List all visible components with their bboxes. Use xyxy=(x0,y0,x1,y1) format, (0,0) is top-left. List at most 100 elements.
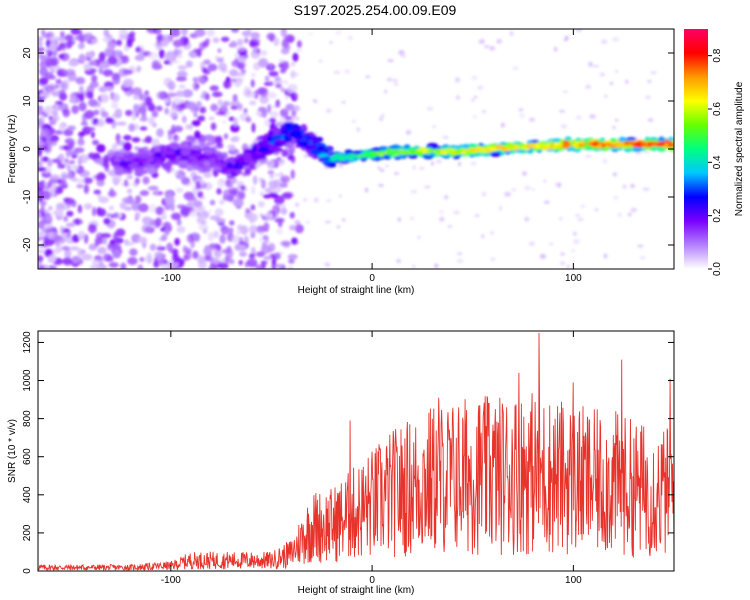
spectrogram-noise-blob xyxy=(162,211,167,216)
spectrogram-noise-blob xyxy=(45,90,51,96)
spectrogram-speckle xyxy=(278,86,283,89)
spectrogram-speckle xyxy=(434,264,438,269)
y-tick-label: 1000 xyxy=(22,369,33,392)
spectrogram-ridge-blob xyxy=(147,168,156,175)
spectrogram-noise-blob xyxy=(127,188,132,193)
spectrogram-noise-blob xyxy=(174,238,180,246)
spectrogram-ridge-blob xyxy=(285,116,292,120)
spectrogram-noise-blob xyxy=(103,155,109,163)
spectrogram-noise-blob xyxy=(87,127,96,131)
spectrogram-noise-blob xyxy=(205,38,210,44)
spectrogram-noise-blob xyxy=(112,175,122,183)
spectrogram-speckle xyxy=(512,66,519,70)
x-tick-label: 100 xyxy=(565,273,582,284)
spectrogram-ridge-blob xyxy=(117,153,124,157)
spectrogram-speckle xyxy=(618,213,622,217)
spectrogram-speckle xyxy=(540,254,546,259)
spectrogram-noise-blob xyxy=(221,37,230,42)
spectrogram-speckle xyxy=(267,166,274,170)
spectrogram-noise-blob xyxy=(204,135,214,141)
spectrogram-noise-blob xyxy=(164,222,171,228)
spectrogram-speckle xyxy=(170,259,173,264)
spectrogram-noise-blob xyxy=(101,111,109,117)
spectrogram-ridge-blob xyxy=(267,136,273,141)
spectrogram-noise-blob xyxy=(45,249,52,255)
spectrogram-noise-blob xyxy=(251,186,255,195)
spectrogram-ridge-blob xyxy=(138,148,146,154)
spectrogram-noise-blob xyxy=(173,40,184,48)
spectrogram-ridge-blob xyxy=(181,141,186,148)
spectrogram-ridge-blob xyxy=(209,162,215,167)
spectrogram-speckle xyxy=(648,118,654,122)
spectrogram-noise-blob xyxy=(214,243,220,249)
spectrogram-ridge-core xyxy=(464,149,469,153)
spectrogram-noise-blob xyxy=(281,48,290,55)
spectrogram-noise-blob xyxy=(239,252,247,257)
spectrogram-speckle xyxy=(529,117,535,122)
spectrogram-speckle xyxy=(303,198,308,202)
spectrogram-noise-blob xyxy=(177,127,182,132)
spectrogram-noise-blob xyxy=(78,154,89,163)
spectrogram-ylabel: Frequency (Hz) xyxy=(7,115,18,184)
spectrogram-noise-blob xyxy=(59,182,68,187)
spectrogram-speckle xyxy=(378,184,384,187)
spectrogram-noise-blob xyxy=(47,181,52,187)
spectrogram-speckle xyxy=(567,265,570,268)
spectrogram-noise-blob xyxy=(263,256,272,260)
spectrogram-noise-blob xyxy=(116,121,126,125)
spectrogram-speckle xyxy=(457,252,462,255)
spectrogram-speckle xyxy=(393,83,398,86)
spectrogram-speckle xyxy=(573,231,577,236)
spectrogram-noise-blob xyxy=(103,218,110,225)
spectrogram-speckle xyxy=(275,173,279,176)
spectrogram-noise-blob xyxy=(243,108,247,114)
spectrogram-noise-blob xyxy=(142,217,151,225)
spectrogram-noise-blob xyxy=(127,257,137,265)
spectrogram-noise-blob xyxy=(35,231,46,238)
spectrogram-noise-blob xyxy=(177,226,186,233)
spectrogram-noise-blob xyxy=(107,243,115,248)
spectrogram-speckle xyxy=(283,80,288,84)
spectrogram-speckle xyxy=(250,257,256,262)
spectrogram-xlabel: Height of straight line (km) xyxy=(298,285,415,296)
spectrogram-noise-blob xyxy=(62,79,70,84)
spectrogram-noise-blob xyxy=(244,236,249,245)
spectrogram-ridge-blob xyxy=(300,126,307,129)
spectrogram-noise-blob xyxy=(280,241,290,247)
spectrogram-noise-blob xyxy=(212,257,220,263)
spectrogram-ridge-blob xyxy=(162,163,172,169)
spectrogram-noise-blob xyxy=(174,262,179,266)
spectrogram-noise-blob xyxy=(140,126,148,130)
spectrogram-speckle xyxy=(484,45,490,48)
colorbar-tick-label: 0.4 xyxy=(712,155,723,169)
spectrogram-noise-blob xyxy=(152,64,163,70)
spectrogram-speckle xyxy=(279,251,283,255)
spectrogram-noise-blob xyxy=(79,170,90,177)
spectrogram-speckle xyxy=(184,105,190,107)
spectrogram-ridge-core xyxy=(335,157,341,160)
spectrogram-noise-blob xyxy=(60,226,64,232)
spectrogram-speckle xyxy=(603,254,607,259)
spectrogram-ridge-blob xyxy=(251,145,256,152)
spectrogram-noise-blob xyxy=(101,233,111,238)
spectrogram-noise-blob xyxy=(148,116,155,125)
y-tick-label: 200 xyxy=(22,524,33,541)
spectrogram-noise-blob xyxy=(215,208,224,216)
spectrogram-ridge-core xyxy=(514,145,518,149)
spectrogram-noise-blob xyxy=(129,248,138,256)
spectrogram-ridge-core xyxy=(652,142,658,145)
spectrogram-speckle xyxy=(413,165,416,169)
spectrogram-speckle xyxy=(453,210,460,214)
spectrogram-speckle xyxy=(604,94,607,98)
spectrogram-noise-blob xyxy=(132,137,141,142)
spectrogram-noise-blob xyxy=(124,199,135,204)
spectrogram-noise-blob xyxy=(49,42,57,52)
spectrogram-speckle xyxy=(563,90,568,92)
spectrogram-ridge-blob xyxy=(113,161,119,166)
spectrogram-noise-blob xyxy=(267,104,271,113)
spectrogram-speckle xyxy=(443,136,449,139)
spectrogram-ridge-blob xyxy=(203,160,210,166)
spectrogram-speckle xyxy=(564,39,568,42)
spectrogram-noise-blob xyxy=(182,116,187,124)
spectrogram-noise-blob xyxy=(59,164,65,169)
